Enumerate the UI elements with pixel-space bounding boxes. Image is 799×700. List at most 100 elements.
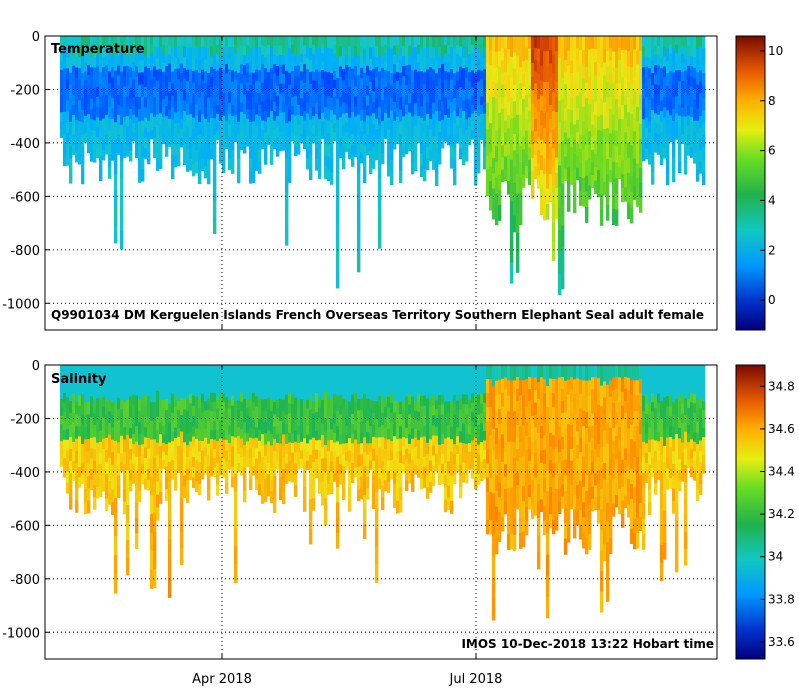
- profile-segment: [435, 48, 439, 62]
- profile-segment: [153, 457, 157, 477]
- profile-segment: [270, 422, 274, 435]
- profile-segment: [156, 365, 160, 379]
- profile-segment: [360, 487, 364, 500]
- profile-segment: [234, 510, 238, 529]
- profile-segment: [516, 173, 520, 195]
- profile-segment: [351, 155, 355, 167]
- profile-column: [225, 36, 229, 149]
- profile-column: [348, 36, 352, 159]
- profile-segment: [270, 491, 274, 504]
- profile-segment: [387, 396, 391, 408]
- profile-segment: [399, 121, 403, 135]
- profile-segment: [531, 428, 535, 443]
- profile-segment: [87, 65, 91, 76]
- profile-segment: [393, 412, 397, 425]
- profile-segment: [411, 365, 415, 376]
- profile-segment: [678, 115, 682, 128]
- profile-segment: [279, 102, 283, 113]
- profile-segment: [408, 122, 412, 132]
- profile-segment: [498, 36, 502, 52]
- profile-segment: [453, 365, 457, 376]
- profile-segment: [585, 206, 589, 223]
- profile-segment: [459, 431, 463, 443]
- profile-segment: [279, 365, 283, 377]
- profile-segment: [192, 129, 196, 142]
- profile-segment: [324, 71, 328, 84]
- profile-segment: [495, 427, 499, 445]
- profile-segment: [300, 365, 304, 374]
- profile-segment: [315, 58, 319, 70]
- profile-segment: [477, 93, 481, 105]
- profile-segment: [462, 57, 466, 69]
- profile-segment: [348, 499, 352, 512]
- profile-segment: [303, 474, 307, 488]
- profile-segment: [690, 66, 694, 77]
- profile-segment: [699, 70, 703, 83]
- profile-segment: [171, 431, 175, 442]
- profile-segment: [93, 57, 97, 68]
- profile-column: [651, 36, 655, 185]
- profile-segment: [102, 459, 106, 471]
- profile-segment: [453, 374, 457, 386]
- profile-segment: [303, 462, 307, 476]
- profile-segment: [435, 453, 439, 463]
- profile-segment: [159, 434, 163, 447]
- profile-segment: [204, 365, 208, 375]
- profile-segment: [195, 70, 199, 83]
- profile-segment: [477, 474, 481, 485]
- profile-segment: [405, 375, 409, 387]
- profile-segment: [453, 122, 457, 136]
- profile-segment: [684, 151, 688, 164]
- profile-segment: [243, 433, 247, 446]
- profile-segment: [249, 134, 253, 147]
- profile-segment: [285, 105, 289, 124]
- profile-segment: [552, 185, 556, 205]
- profile-segment: [360, 387, 364, 399]
- profile-segment: [312, 133, 316, 144]
- profile-segment: [351, 90, 355, 102]
- profile-segment: [456, 373, 460, 384]
- profile-segment: [609, 169, 613, 183]
- profile-segment: [216, 462, 220, 475]
- profile-segment: [153, 56, 157, 67]
- profile-segment: [606, 36, 610, 52]
- profile-segment: [213, 365, 217, 375]
- profile-segment: [231, 405, 235, 417]
- profile-column: [555, 365, 559, 531]
- profile-segment: [279, 409, 283, 422]
- profile-column: [426, 36, 430, 171]
- profile-segment: [246, 407, 250, 417]
- profile-segment: [642, 98, 646, 110]
- profile-segment: [90, 458, 94, 470]
- profile-segment: [255, 47, 259, 59]
- profile-segment: [366, 376, 370, 388]
- profile-segment: [99, 72, 103, 85]
- profile-segment: [528, 147, 532, 161]
- profile-segment: [402, 36, 406, 47]
- profile-column: [483, 365, 487, 479]
- profile-segment: [90, 119, 94, 131]
- profile-segment: [120, 373, 124, 384]
- profile-segment: [117, 365, 121, 377]
- profile-segment: [111, 139, 115, 151]
- profile-segment: [246, 45, 250, 55]
- profile-segment: [258, 127, 262, 140]
- profile-column: [117, 365, 121, 498]
- profile-segment: [636, 78, 640, 94]
- profile-column: [276, 36, 280, 157]
- profile-segment: [327, 472, 331, 484]
- profile-segment: [75, 88, 79, 100]
- profile-column: [210, 36, 214, 160]
- profile-segment: [192, 152, 196, 165]
- profile-segment: [153, 46, 157, 57]
- profile-segment: [63, 402, 67, 413]
- profile-segment: [255, 479, 259, 491]
- profile-segment: [150, 44, 154, 54]
- profile-segment: [69, 461, 73, 474]
- profile-segment: [114, 53, 118, 71]
- profile-segment: [159, 124, 163, 136]
- profile-segment: [438, 374, 442, 386]
- profile-segment: [168, 519, 172, 540]
- profile-segment: [162, 390, 166, 400]
- profile-segment: [546, 386, 550, 408]
